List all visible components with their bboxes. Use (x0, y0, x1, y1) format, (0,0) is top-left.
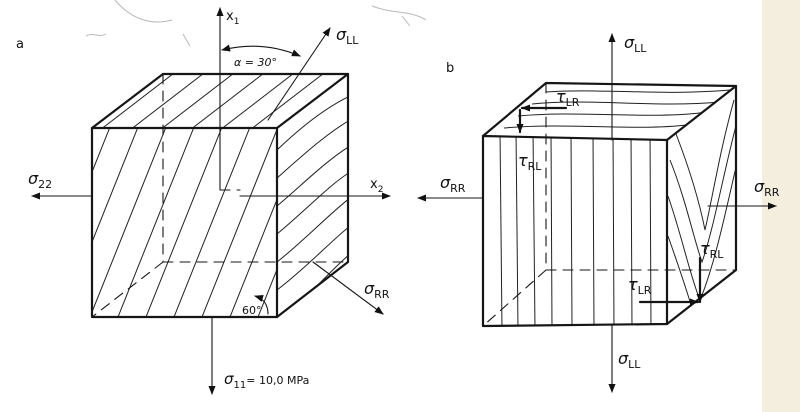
sigma-rr-label-a: σRR (364, 279, 390, 301)
sigma-ll-label-a: σLL (336, 25, 359, 47)
grain-front-a (92, 128, 277, 317)
tau-rl-right-label: τRL (700, 239, 724, 261)
panel-label-b: b (446, 61, 454, 76)
sigma-22-label: σ22 (28, 169, 52, 191)
angle-alpha-label: α = 30° (234, 56, 277, 69)
sigma-ll-top-label-b: σLL (624, 33, 647, 55)
cube-b (481, 81, 738, 328)
grain-front-b (499, 136, 652, 326)
axis-x1-label: x1 (226, 9, 239, 27)
panel-label-a: a (16, 37, 24, 52)
grain-right-a (277, 95, 348, 317)
grain-top-b (503, 89, 731, 129)
sigma-ll-bottom-label-b: σLL (618, 349, 641, 371)
sigma-rr-left-label-b: σRR (440, 173, 466, 195)
arrows-b (417, 33, 777, 393)
axes-a (31, 7, 391, 395)
sketch-marks (85, 0, 427, 47)
cube-a (90, 72, 350, 319)
angle-60-label: 60° (242, 304, 262, 317)
tau-rl-left-label: τRL (518, 151, 542, 173)
axis-x2-label: x2 (370, 177, 383, 195)
grain-right-b (667, 99, 736, 323)
grain-top-a (99, 74, 348, 128)
tau-lr-bottom-label: τLR (628, 275, 652, 297)
tau-lr-top-label: τLR (556, 87, 580, 109)
sigma-11-label: σ11= 10,0 MPa (224, 370, 309, 391)
sigma-rr-right-label-b: σRR (754, 177, 780, 199)
